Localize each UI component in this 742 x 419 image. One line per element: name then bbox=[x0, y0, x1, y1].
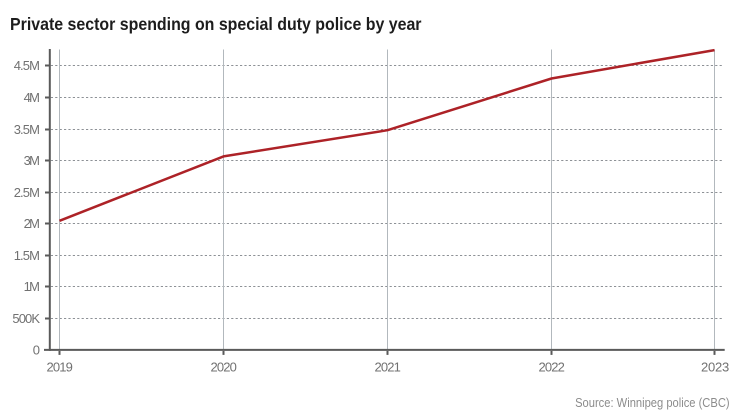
svg-text:500K: 500K bbox=[12, 311, 40, 326]
svg-text:2M: 2M bbox=[24, 216, 40, 231]
svg-text:2022: 2022 bbox=[539, 360, 565, 375]
svg-text:3M: 3M bbox=[24, 153, 40, 168]
svg-text:2023: 2023 bbox=[701, 360, 729, 375]
svg-text:Private sector spending on spe: Private sector spending on special duty … bbox=[10, 14, 422, 34]
svg-text:3.5M: 3.5M bbox=[14, 122, 40, 137]
svg-text:1M: 1M bbox=[24, 279, 40, 294]
svg-text:2019: 2019 bbox=[47, 360, 73, 375]
svg-text:2020: 2020 bbox=[211, 360, 237, 375]
svg-text:2.5M: 2.5M bbox=[14, 185, 40, 200]
svg-text:1.5M: 1.5M bbox=[14, 248, 40, 263]
svg-text:Source: Winnipeg police (CBC): Source: Winnipeg police (CBC) bbox=[575, 395, 730, 410]
svg-text:4M: 4M bbox=[24, 90, 40, 105]
svg-text:4.5M: 4.5M bbox=[14, 58, 40, 73]
svg-text:2021: 2021 bbox=[375, 360, 401, 375]
svg-text:0: 0 bbox=[33, 343, 40, 358]
